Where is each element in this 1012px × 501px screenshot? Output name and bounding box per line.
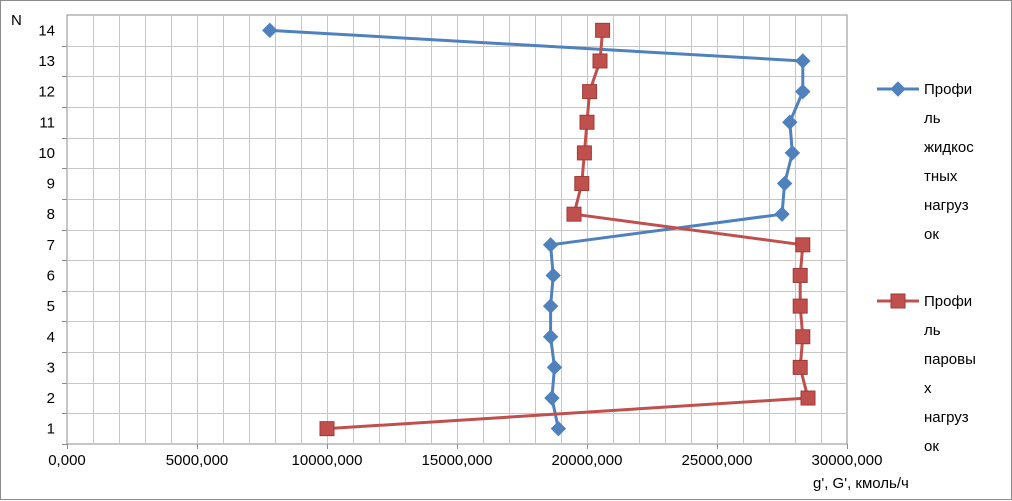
- data-point-square: [792, 298, 808, 314]
- grid: [66, 14, 848, 445]
- y-tick-label: 3: [47, 359, 55, 376]
- data-point-square: [579, 114, 595, 130]
- data-point-square: [582, 84, 598, 100]
- legend-diamond-marker: [890, 81, 906, 97]
- y-tick-label: 4: [47, 329, 55, 346]
- x-tick-label: 15000,000: [422, 452, 493, 469]
- y-tick-label: 2: [47, 390, 55, 407]
- data-point-square: [800, 390, 816, 406]
- data-point-square: [595, 22, 611, 38]
- x-axis-title: g', G', кмоль/ч: [813, 475, 909, 492]
- data-point-diamond: [782, 114, 798, 130]
- data-point-diamond: [795, 83, 811, 100]
- y-tick-label: 12: [38, 84, 55, 101]
- data-point-square: [574, 176, 590, 192]
- data-point-diamond: [784, 145, 801, 161]
- data-point-diamond: [776, 175, 793, 192]
- y-tick-label: 10: [38, 145, 55, 162]
- data-point-square: [795, 237, 811, 253]
- data-point-square: [792, 267, 808, 283]
- legend-label-line: жидкос: [924, 139, 974, 156]
- legend-label-line: тных: [924, 168, 958, 185]
- series-2: [319, 22, 816, 437]
- data-point-square: [792, 359, 808, 375]
- legend-label-line: ок: [924, 226, 939, 243]
- y-tick-label: 6: [47, 267, 55, 284]
- y-tick-label: 11: [39, 114, 55, 131]
- y-tick-label: 5: [47, 298, 55, 315]
- data-point-diamond: [542, 237, 559, 253]
- legend-label-line: х: [924, 380, 932, 397]
- y-tick-label: 14: [38, 22, 55, 39]
- data-point-square: [566, 206, 582, 222]
- legend-label-line: нагруз: [924, 197, 969, 214]
- data-point-diamond: [550, 420, 567, 437]
- y-tick-label: 9: [47, 176, 55, 193]
- legend-label-line: Профи: [924, 293, 972, 310]
- x-tick-label: 10000,000: [292, 452, 363, 469]
- legend-label-line: Профи: [924, 81, 972, 98]
- series-area: [262, 22, 816, 437]
- data-point-square: [592, 53, 608, 69]
- data-point-diamond: [542, 298, 559, 314]
- data-point-diamond: [546, 359, 563, 376]
- y-tick-label: 7: [47, 237, 55, 254]
- series-line-1: [269, 28, 805, 429]
- y-tick-label: 13: [38, 53, 55, 70]
- data-point-diamond: [795, 53, 811, 69]
- legend-label-line: нагруз: [924, 409, 969, 426]
- legend-label-line: ль: [924, 322, 941, 339]
- legend-label-line: ок: [924, 438, 939, 455]
- data-point-diamond: [545, 267, 561, 284]
- legend-label-line: паровы: [924, 351, 976, 368]
- data-point-diamond: [544, 390, 560, 406]
- y-axis-title: N: [11, 12, 22, 29]
- series-line-2: [326, 30, 810, 431]
- legend-entry-1: Профи ль жидкос тных нагруз ок: [877, 81, 974, 243]
- x-tick-label: 5000,000: [166, 452, 229, 469]
- y-tick-label: 8: [47, 206, 55, 223]
- data-point-square: [795, 329, 811, 345]
- data-point-square: [576, 145, 592, 161]
- data-point-diamond: [262, 22, 278, 39]
- series-1: [262, 22, 811, 437]
- legend-label-line: ль: [924, 110, 941, 127]
- y-tick-label: 1: [47, 421, 55, 438]
- x-tick-label: 20000,000: [552, 452, 623, 469]
- legend-entry-2: Профи ль паровы х нагруз ок: [877, 293, 976, 455]
- x-tick-label: 25000,000: [682, 452, 753, 469]
- x-tick-label: 30000,000: [812, 452, 883, 469]
- data-point-square: [319, 421, 335, 437]
- x-tick-label: 0,000: [48, 452, 86, 469]
- legend-square-marker: [890, 293, 906, 309]
- legend: ПрофильжидкостныхнагрузокПрофильпаровыхн…: [877, 81, 976, 455]
- data-point-diamond: [542, 329, 559, 345]
- data-point-diamond: [774, 206, 790, 222]
